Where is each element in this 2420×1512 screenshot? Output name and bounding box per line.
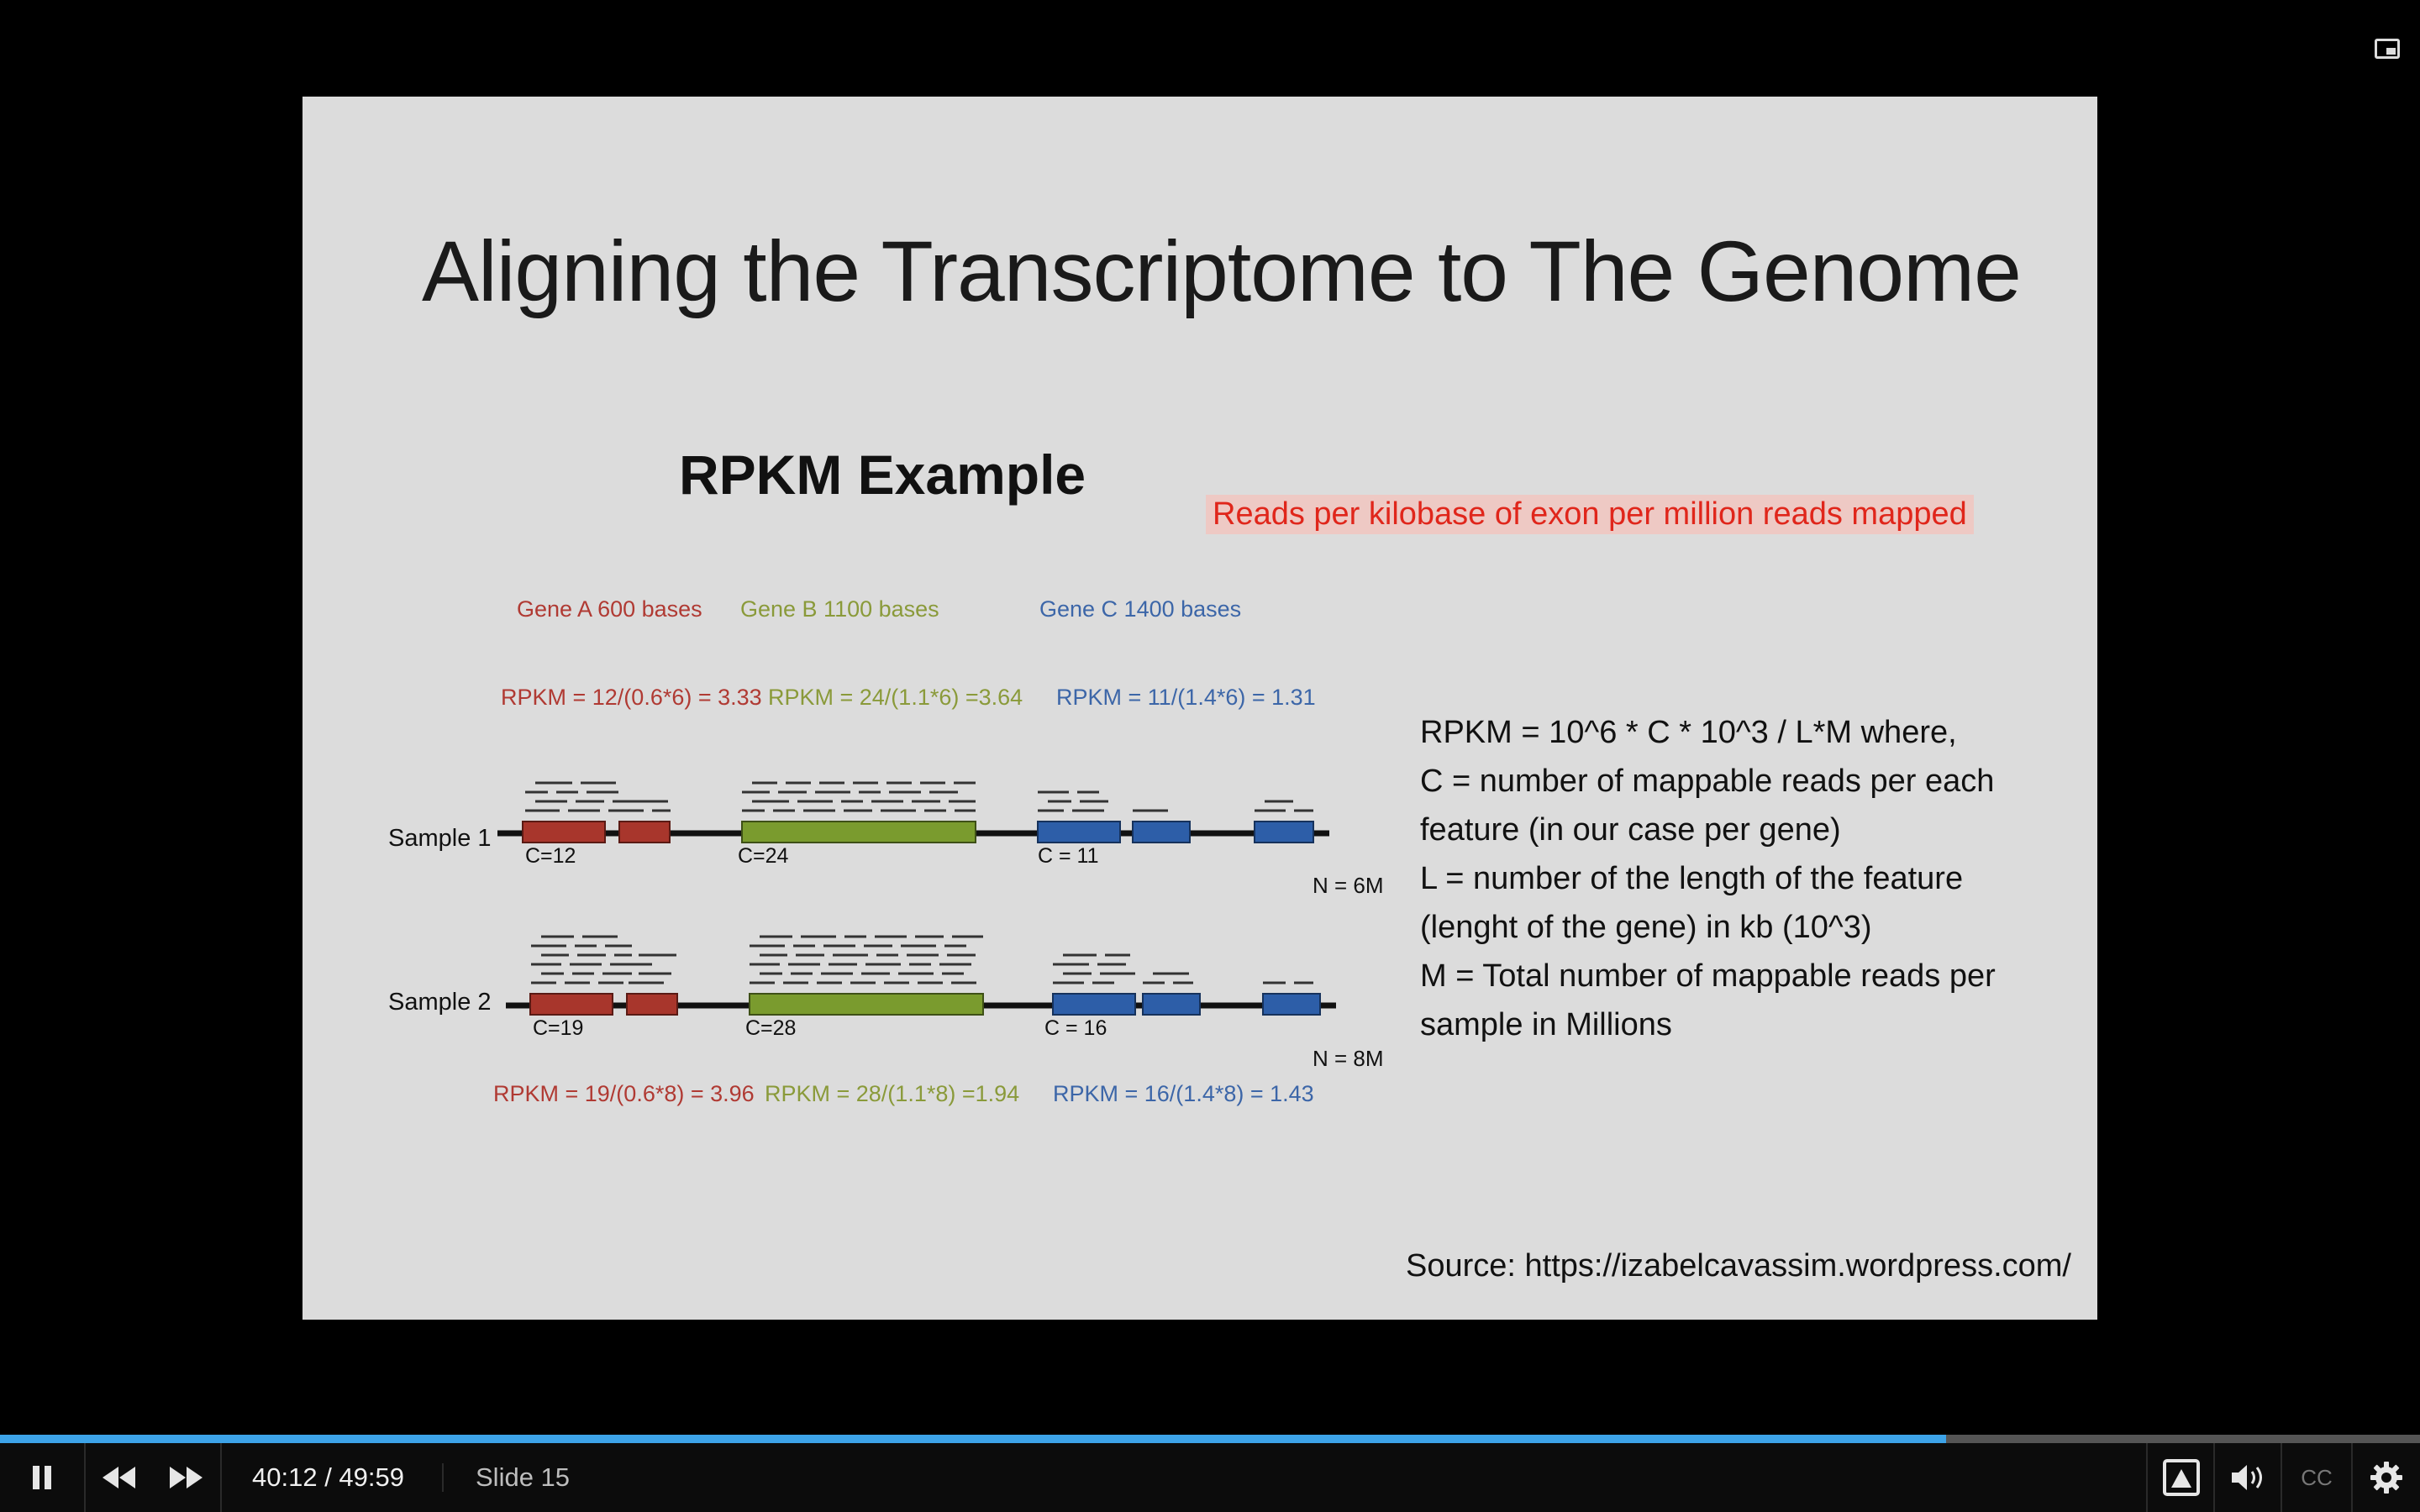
volume-button[interactable] <box>2223 1443 2274 1512</box>
sample2-gene-a-exon1 <box>529 993 613 1016</box>
player-controls: 40:12 / 49:59 Slide 15 CC <box>0 1443 2420 1512</box>
separator <box>2146 1443 2148 1512</box>
fast-forward-icon <box>170 1467 203 1488</box>
formula-line: sample in Millions <box>1420 1007 1672 1042</box>
formula-line: L = number of the length of the feature <box>1420 861 1964 896</box>
sample1-gene-c-rpkm: RPKM = 11/(1.4*6) = 1.31 <box>1056 685 1316 710</box>
separator <box>2281 1443 2282 1512</box>
formula-line: M = Total number of mappable reads per <box>1420 958 1996 994</box>
sample2-gene-b-rpkm: RPKM = 28/(1.1*8) =1.94 <box>765 1081 1020 1106</box>
fast-forward-button[interactable] <box>161 1443 212 1512</box>
slide-number: Slide 15 <box>476 1462 571 1492</box>
sample1-count-b: C=24 <box>738 844 789 868</box>
progress-fill <box>0 1435 1946 1443</box>
sample1-gene-a-rpkm: RPKM = 12/(0.6*6) = 3.33 <box>501 685 762 710</box>
presentation-slide: Aligning the Transcriptome to The Genome… <box>302 97 2097 1320</box>
sample1-count-a: C=12 <box>525 844 576 868</box>
formula-line: C = number of mappable reads per each <box>1420 764 1995 799</box>
sample1-gene-c-exon2 <box>1132 821 1191 843</box>
formula-line: (lenght of the gene) in kb (10^3) <box>1420 910 1872 945</box>
sample2-total-reads: N = 8M <box>1313 1046 1384 1071</box>
rpkm-definition: Reads per kilobase of exon per million r… <box>1206 495 1974 534</box>
time-display: 40:12 / 49:59 <box>252 1462 404 1492</box>
sample1-total-reads: N = 6M <box>1313 873 1384 898</box>
sample2-count-a: C=19 <box>533 1016 583 1040</box>
gene-b-label: Gene B 1100 bases <box>740 596 939 622</box>
gene-c-label: Gene C 1400 bases <box>1039 596 1242 622</box>
theater-mode-button[interactable] <box>2156 1443 2207 1512</box>
pause-button[interactable] <box>17 1443 67 1512</box>
separator <box>84 1443 86 1512</box>
progress-bar[interactable] <box>0 1435 2420 1443</box>
sample1-gene-c-exon1 <box>1037 821 1121 843</box>
sample2-gene-b-exon <box>749 993 984 1016</box>
settings-button[interactable] <box>2360 1443 2413 1512</box>
rpkm-formula: RPKM = 10^6 * C * 10^3 / L*M where, C = … <box>1420 708 1996 1049</box>
gene-a-label: Gene A 600 bases <box>517 596 702 622</box>
separator <box>2213 1443 2215 1512</box>
pause-icon <box>33 1466 51 1489</box>
sample2-gene-c-exon3 <box>1262 993 1321 1016</box>
volume-icon <box>2232 1465 2262 1490</box>
closed-captions-button[interactable]: CC <box>2301 1464 2333 1490</box>
read-dashes <box>525 781 1313 984</box>
rpkm-heading: RPKM Example <box>679 444 1086 506</box>
slide-title: Aligning the Transcriptome to The Genome <box>422 223 2022 319</box>
source-citation: Source: https://izabelcavassim.wordpress… <box>1406 1248 2071 1284</box>
picture-in-picture-icon[interactable] <box>2375 39 2400 59</box>
sample2-gene-c-exon1 <box>1052 993 1136 1016</box>
sample1-label: Sample 1 <box>388 825 492 852</box>
settings-icon <box>2370 1462 2402 1494</box>
sample2-label: Sample 2 <box>388 989 492 1016</box>
rpkm-reads-diagram: Sample 1 C=12 C=24 C = 11 N = 6M Sample … <box>388 781 1384 1071</box>
sample1-gene-c-exon3 <box>1254 821 1314 843</box>
sample1-gene-a-exon1 <box>522 821 606 843</box>
sample1-gene-b-exon <box>741 821 976 843</box>
separator <box>2351 1443 2353 1512</box>
sample2-gene-c-rpkm: RPKM = 16/(1.4*8) = 1.43 <box>1053 1081 1314 1106</box>
sample2-gene-c-exon2 <box>1142 993 1201 1016</box>
sample2-count-b: C=28 <box>745 1016 796 1040</box>
sample2-gene-a-rpkm: RPKM = 19/(0.6*8) = 3.96 <box>493 1081 755 1106</box>
formula-line: feature (in our case per gene) <box>1420 812 1841 848</box>
sample2-gene-a-exon2 <box>626 993 678 1016</box>
formula-line: RPKM = 10^6 * C * 10^3 / L*M where, <box>1420 715 1957 750</box>
theater-mode-icon <box>2163 1459 2200 1496</box>
sample2-count-c: C = 16 <box>1044 1016 1107 1040</box>
sample1-count-c: C = 11 <box>1038 844 1099 868</box>
sample1-gene-a-exon2 <box>618 821 671 843</box>
sample1-gene-b-rpkm: RPKM = 24/(1.1*6) =3.64 <box>768 685 1023 710</box>
separator <box>220 1443 222 1512</box>
rewind-icon <box>103 1467 135 1488</box>
separator <box>442 1463 444 1492</box>
rewind-button[interactable] <box>94 1443 145 1512</box>
